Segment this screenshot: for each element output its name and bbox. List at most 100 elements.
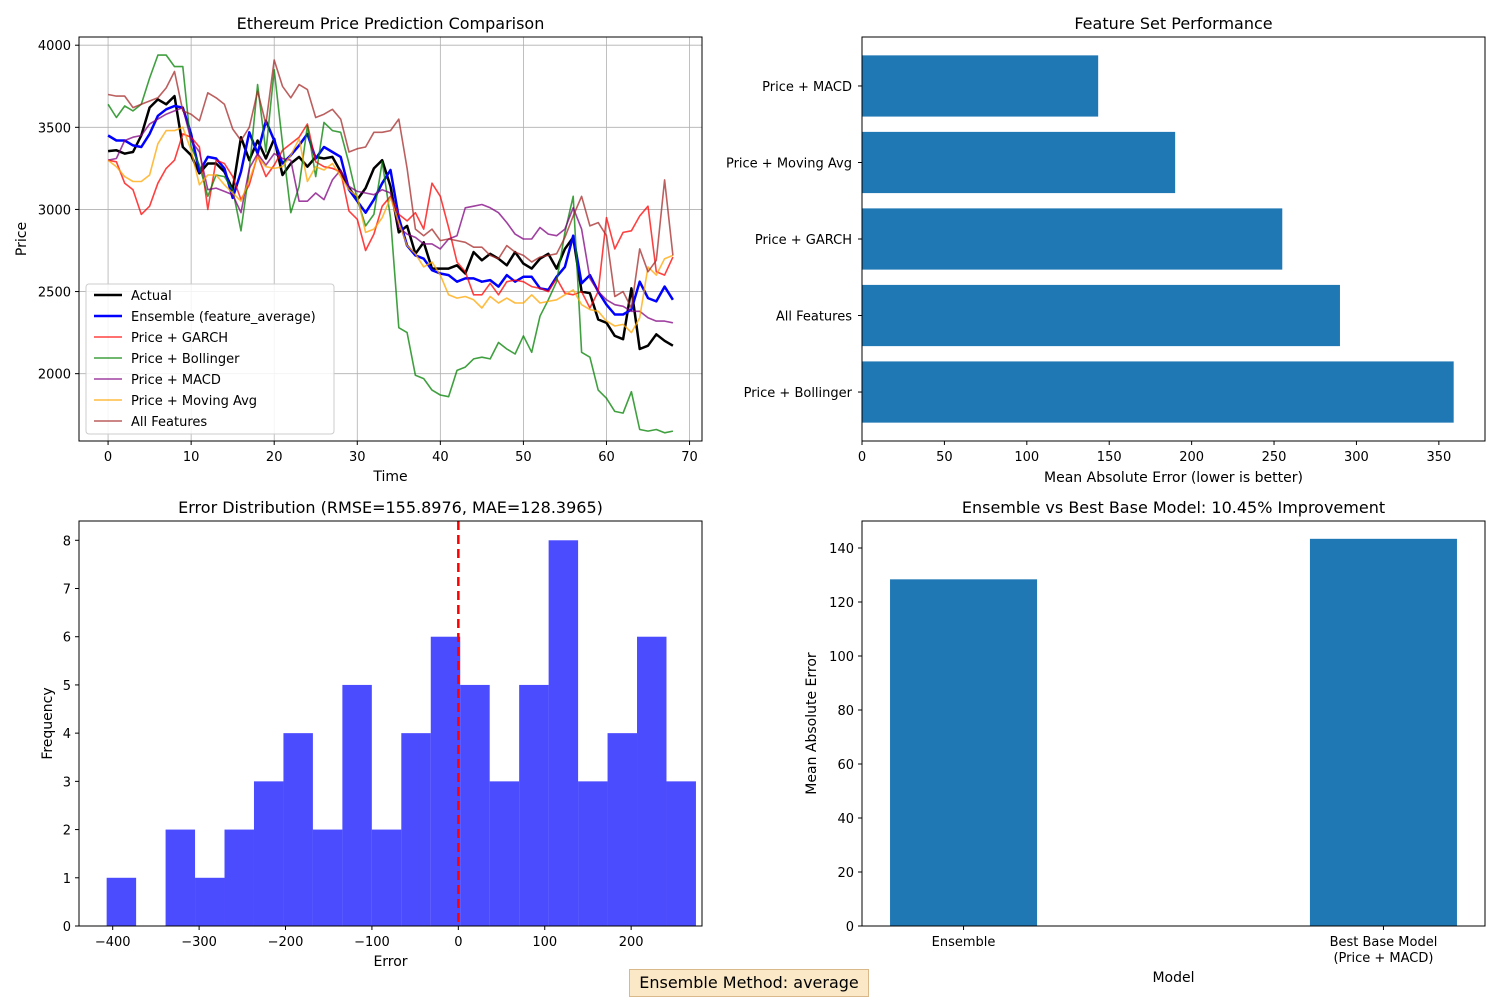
x-tick-label: −300 xyxy=(181,935,217,950)
y-tick-label: 8 xyxy=(63,534,71,549)
hist-bar-10 xyxy=(401,733,431,926)
x-tick-label: 100 xyxy=(532,935,557,950)
x-axis-label: Mean Absolute Error (lower is better) xyxy=(1044,470,1303,486)
hist-bar-15 xyxy=(548,540,579,926)
series-line-6 xyxy=(107,59,674,309)
x-tick-label: 200 xyxy=(1179,450,1204,465)
y-tick-label: 3500 xyxy=(38,121,71,136)
bar-2 xyxy=(862,208,1283,270)
chart-title: Feature Set Performance xyxy=(1074,14,1272,33)
y-tick-label: 0 xyxy=(63,920,71,935)
legend-label-0: Actual xyxy=(131,289,172,304)
category-label-0: Ensemble xyxy=(932,935,996,950)
x-tick-label: 30 xyxy=(349,450,366,465)
hist-bar-9 xyxy=(371,829,402,926)
category-label-3: All Features xyxy=(776,310,852,325)
legend-label-3: Price + Bollinger xyxy=(131,352,240,367)
chart-title: Ethereum Price Prediction Comparison xyxy=(237,14,545,33)
y-tick-label: 1 xyxy=(63,872,71,887)
category-label-1: (Price + MACD) xyxy=(1333,951,1433,966)
category-label-2: Price + GARCH xyxy=(755,233,852,248)
x-tick-label: 10 xyxy=(183,450,200,465)
x-axis-label: Model xyxy=(1152,970,1194,986)
x-tick-label: 20 xyxy=(266,450,283,465)
axes-frame xyxy=(78,36,703,442)
x-tick-label: −100 xyxy=(354,935,390,950)
y-tick-label: 7 xyxy=(63,583,71,598)
y-tick-label: 20 xyxy=(837,866,854,881)
y-axis-label: Frequency xyxy=(40,687,56,759)
y-tick-label: 3000 xyxy=(38,203,71,218)
category-label-1: Best Base Model xyxy=(1330,935,1438,950)
hist-bar-11 xyxy=(430,636,461,926)
x-tick-label: 70 xyxy=(681,450,698,465)
hist-bar-5 xyxy=(253,781,284,926)
series-line-4 xyxy=(107,106,674,324)
y-tick-label: 60 xyxy=(837,758,854,773)
hist-bar-14 xyxy=(519,684,549,926)
featureset-chart: Price + MACD Price + Moving Avg Price + GA… xyxy=(726,14,1486,486)
chart-title: Error Distribution (RMSE=155.8976, MAE=1… xyxy=(178,498,603,517)
hist-bar-13 xyxy=(489,781,520,926)
y-tick-label: 4000 xyxy=(38,39,71,54)
x-axis-label: Time xyxy=(372,469,407,485)
x-tick-label: −200 xyxy=(268,935,304,950)
x-tick-label: 300 xyxy=(1344,450,1369,465)
hist-bar-18 xyxy=(637,636,667,926)
series-line-1 xyxy=(107,104,674,316)
bar-0 xyxy=(862,55,1099,117)
x-tick-label: 150 xyxy=(1097,450,1122,465)
axes-frame xyxy=(861,520,1486,927)
hist-bar-19 xyxy=(666,781,696,926)
x-tick-label: 250 xyxy=(1262,450,1287,465)
y-axis-label: Mean Absolute Error xyxy=(804,652,820,795)
y-tick-label: 40 xyxy=(837,812,854,827)
hist-bar-16 xyxy=(578,781,608,926)
hist-bar-7 xyxy=(312,829,343,926)
hist-bar-17 xyxy=(607,733,638,926)
category-label-1: Price + Moving Avg xyxy=(726,156,852,171)
y-tick-label: 0 xyxy=(846,920,854,935)
x-tick-label: 350 xyxy=(1426,450,1451,465)
y-tick-label: 2 xyxy=(63,824,71,839)
axes-frame xyxy=(861,36,1486,442)
x-tick-label: −400 xyxy=(95,935,131,950)
x-tick-label: 50 xyxy=(936,450,953,465)
comparison-chart: Ensemble Best Base Model(Price + MACD) 0 20… xyxy=(804,498,1486,986)
hist-bar-3 xyxy=(195,877,225,926)
x-tick-label: 100 xyxy=(1014,450,1039,465)
legend-label-5: Price + Moving Avg xyxy=(131,394,257,409)
hist-bar-8 xyxy=(342,684,372,926)
legend-label-1: Ensemble (feature_average) xyxy=(131,310,316,325)
x-tick-label: 40 xyxy=(432,450,449,465)
x-tick-label: 0 xyxy=(454,935,462,950)
y-tick-label: 80 xyxy=(837,704,854,719)
series-line-5 xyxy=(107,126,674,334)
x-tick-label: 50 xyxy=(515,450,532,465)
x-axis-label: Error xyxy=(373,954,407,970)
price-chart: 0 10 20 30 40 50 60 70 2000 2500 3000 3500 4000 Ether… xyxy=(14,14,703,485)
legend-label-2: Price + GARCH xyxy=(131,331,228,346)
category-label-0: Price + MACD xyxy=(762,80,852,95)
legend-label-6: All Features xyxy=(131,415,207,430)
error-histogram: −400 −300 −200 −100 0 100 200 0 1 2 3 4 5 6 7 8 Error Di… xyxy=(40,498,703,970)
chart-title: Ensemble vs Best Base Model: 10.45% Impr… xyxy=(962,498,1385,517)
bar-3 xyxy=(862,284,1340,347)
y-tick-label: 5 xyxy=(63,679,71,694)
bar-1 xyxy=(862,131,1176,194)
y-tick-label: 140 xyxy=(829,542,854,557)
x-tick-label: 200 xyxy=(619,935,644,950)
y-tick-label: 3 xyxy=(63,775,71,790)
x-tick-label: 0 xyxy=(104,450,112,465)
y-tick-label: 2000 xyxy=(38,368,71,383)
axes-frame xyxy=(78,520,703,927)
hist-bar-0 xyxy=(106,877,137,926)
y-tick-label: 100 xyxy=(829,650,854,665)
bar-0 xyxy=(890,579,1038,926)
y-axis-label: Price xyxy=(14,222,30,256)
x-tick-label: 60 xyxy=(598,450,615,465)
y-tick-label: 120 xyxy=(829,596,854,611)
hist-bar-12 xyxy=(460,684,490,926)
y-tick-label: 4 xyxy=(63,727,71,742)
x-tick-label: 0 xyxy=(858,450,866,465)
